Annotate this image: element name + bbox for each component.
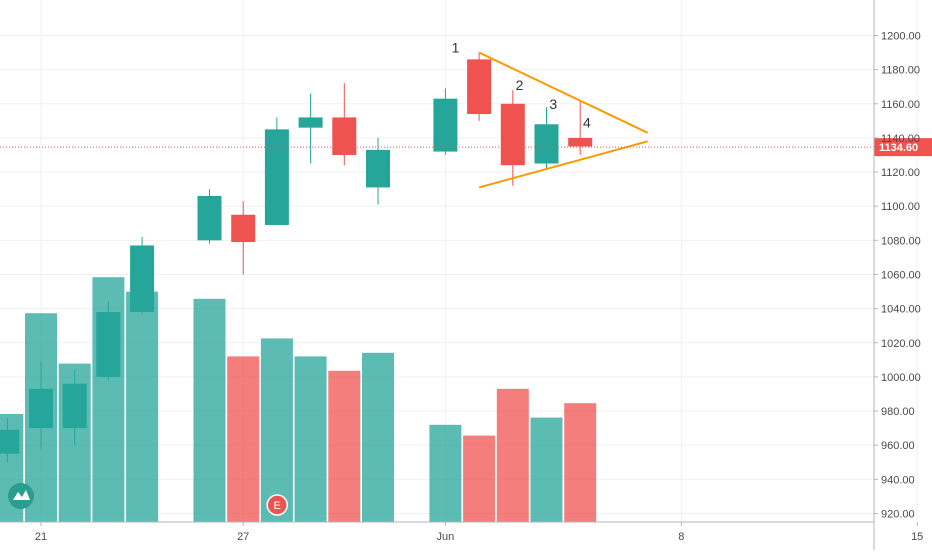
volume-bar <box>429 424 462 522</box>
candle-body <box>96 312 121 377</box>
logo-mountain <box>13 490 30 500</box>
current-price-label: 1134.60 <box>879 142 918 154</box>
volume-bar <box>260 338 293 522</box>
earnings-marker-label: E <box>274 500 281 512</box>
y-tick-label: 1100.00 <box>881 201 920 213</box>
y-tick-label: 940.00 <box>881 474 915 486</box>
volume-bar <box>328 370 361 522</box>
candle-body <box>366 149 390 188</box>
volume-bar <box>496 388 529 522</box>
y-tick-label: 1200.00 <box>881 30 921 42</box>
y-tick-label: 920.00 <box>881 508 915 520</box>
volume-bar <box>564 403 597 522</box>
y-tick-label: 980.00 <box>881 406 915 418</box>
x-tick-label: 27 <box>237 531 249 543</box>
triangle-upper-line <box>478 51 649 134</box>
candle-body <box>534 124 559 164</box>
y-tick-label: 1020.00 <box>881 338 921 350</box>
volume-bar <box>126 291 159 522</box>
x-tick-label: 8 <box>678 531 684 543</box>
candle-body <box>62 383 87 429</box>
candle-body <box>568 137 593 147</box>
x-tick-label: 15 <box>911 531 923 543</box>
volume-bar <box>227 356 260 522</box>
wave-label: 4 <box>583 115 591 131</box>
candle-layer <box>0 52 593 463</box>
x-tick-label: 21 <box>35 531 47 543</box>
x-tick-label: Jun <box>437 531 455 543</box>
wave-label: 2 <box>516 77 524 93</box>
candle-body <box>264 129 289 225</box>
y-tick-label: 960.00 <box>881 440 915 452</box>
triangle-lower-line <box>478 140 648 189</box>
y-tick-label: 1120.00 <box>881 167 920 179</box>
candle-body <box>467 59 492 115</box>
y-tick-label: 1040.00 <box>881 304 921 316</box>
candle-body <box>433 98 458 152</box>
candle-body <box>332 117 357 155</box>
volume-bar <box>362 352 394 522</box>
current-price-badge <box>874 138 932 157</box>
candle-body <box>231 214 256 243</box>
volume-bar <box>530 417 563 522</box>
y-tick-label: 1060.00 <box>881 269 921 281</box>
wave-label: 3 <box>549 96 557 112</box>
volume-layer <box>0 277 597 522</box>
wave-label: 1 <box>452 40 460 56</box>
y-tick-label: 1160.00 <box>881 99 920 111</box>
volume-bar <box>294 356 327 522</box>
y-tick-label: 1000.00 <box>881 372 921 384</box>
candle-body <box>197 195 222 241</box>
candle-body <box>29 388 53 429</box>
candle-body <box>500 103 525 166</box>
tradingview-logo-icon <box>8 483 34 509</box>
y-tick-label: 1080.00 <box>881 235 921 247</box>
y-tick-label: 1140.00 <box>881 133 920 145</box>
volume-bar <box>463 435 496 522</box>
overlay-layer: 1 2 3 4 1134.60 E <box>0 40 932 516</box>
volume-bar <box>193 298 226 522</box>
candle-body <box>298 117 323 128</box>
y-tick-label: 1180.00 <box>881 65 920 77</box>
candle-body <box>130 245 155 313</box>
earnings-marker-icon <box>266 494 288 516</box>
candle-body <box>0 429 20 454</box>
